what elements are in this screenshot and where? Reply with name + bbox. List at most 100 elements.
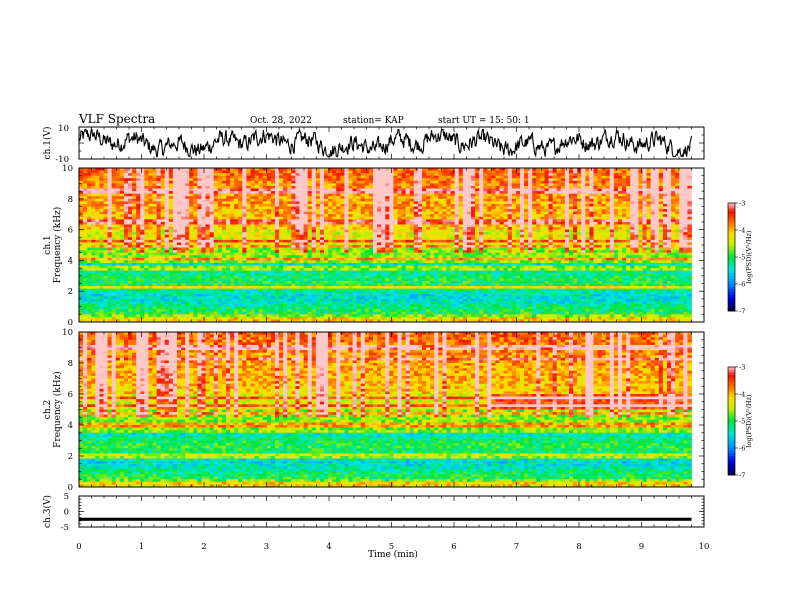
spectrogram-cell	[254, 306, 260, 310]
spectrogram-cell	[279, 191, 284, 195]
spectrogram-cell	[103, 275, 108, 279]
spectrogram-cell	[328, 203, 333, 207]
spectrogram-cell	[193, 280, 198, 284]
spectrogram-cell	[303, 306, 309, 310]
spectrogram-cell	[177, 221, 182, 225]
spectrogram-cell	[368, 242, 374, 246]
spectrogram-cell	[287, 237, 292, 241]
spectrogram-cell	[381, 209, 386, 213]
spectrogram-cell	[340, 250, 345, 254]
spectrogram-cell	[140, 209, 145, 213]
spectrogram-cell	[250, 191, 255, 195]
spectrogram-cell	[209, 196, 215, 200]
spectrogram-cell	[103, 183, 108, 187]
spectrogram-cell	[221, 247, 227, 251]
spectrogram-cell	[405, 221, 411, 225]
spectrogram-cell	[83, 237, 88, 241]
spectrogram-cell	[377, 273, 382, 277]
spectrogram-cell	[103, 288, 108, 292]
spectrogram-cell	[360, 227, 366, 230]
spectrogram-cell	[356, 227, 362, 230]
spectrogram-cell	[217, 304, 223, 307]
spectrogram-cell	[128, 183, 133, 187]
spectrogram-cell	[185, 221, 190, 225]
spectrogram-cell	[234, 201, 239, 205]
spectrogram-cell	[242, 214, 247, 218]
spectrogram-cell	[397, 232, 402, 236]
spectrogram-cell	[107, 170, 113, 174]
spectrogram-cell	[132, 245, 137, 248]
spectrogram-cell	[340, 319, 345, 323]
spectrogram-cell	[299, 319, 304, 323]
spectrogram-cell	[377, 239, 382, 243]
spectrogram-cell	[270, 203, 276, 207]
spectrogram-cell	[156, 288, 162, 292]
spectrogram-cell	[152, 191, 157, 195]
spectrogram-cell	[123, 260, 129, 264]
spectrogram-cell	[234, 173, 239, 177]
spectrogram-cell	[95, 183, 100, 187]
spectrogram-cell	[95, 216, 100, 220]
spectrogram-cell	[115, 216, 121, 220]
spectrogram-cell	[401, 183, 407, 187]
spectrogram-cell	[275, 232, 280, 236]
spectrogram-cell	[389, 234, 394, 238]
spectrogram-cell	[213, 265, 219, 269]
spectrogram-cell	[307, 275, 313, 279]
spectrogram-cell	[79, 301, 84, 305]
spectrogram-cell	[79, 211, 84, 215]
spectrogram-cell	[111, 316, 117, 320]
spectrogram-cell	[205, 247, 211, 251]
spectrogram-cell	[103, 247, 108, 251]
spectrogram-cell	[83, 273, 88, 277]
spectrogram-cell	[352, 193, 358, 197]
spectrogram-cell	[332, 198, 337, 202]
spectrogram-cell	[352, 268, 358, 272]
spectrogram-cell	[136, 298, 141, 302]
spectrogram-cell	[234, 234, 239, 238]
spectrogram-cell	[103, 252, 108, 256]
spectrogram-cell	[152, 219, 157, 223]
spectrogram-cell	[83, 309, 88, 313]
spectrogram-cell	[385, 245, 390, 248]
spectrogram-cell	[303, 265, 309, 269]
spectrogram-cell	[87, 211, 92, 215]
spectrogram-cell	[230, 309, 235, 313]
spectrogram-cell	[315, 293, 321, 297]
spectrogram-cell	[234, 232, 239, 236]
spectrogram-cell	[144, 193, 149, 197]
spectrogram-cell	[128, 280, 133, 284]
spectrogram-cell	[132, 250, 137, 254]
spectrogram-cell	[307, 245, 313, 248]
spectrogram-cell	[266, 211, 272, 215]
spectrogram-cell	[181, 288, 186, 292]
spectrogram-cell	[266, 224, 272, 228]
spectrogram-cell	[201, 304, 206, 307]
spectrogram-cell	[348, 219, 353, 223]
spectrogram-cell	[336, 242, 341, 246]
spectrogram-cell	[177, 278, 182, 282]
spectrogram-cell	[132, 229, 137, 233]
spectrogram-cell	[275, 319, 280, 323]
spectrogram-cell	[185, 203, 190, 207]
spectrogram-cell	[111, 304, 117, 307]
spectrogram-cell	[250, 211, 255, 215]
spectrogram-cell	[87, 262, 92, 266]
spectrogram-cell	[164, 283, 170, 287]
spectrogram-cell	[356, 262, 362, 266]
spectrogram-cell	[79, 288, 84, 292]
spectrogram-cell	[311, 257, 317, 261]
spectrogram-cell	[332, 203, 337, 207]
spectrogram-cell	[95, 319, 100, 323]
spectrogram-cell	[319, 280, 325, 284]
spectrogram-cell	[311, 232, 317, 236]
spectrogram-cell	[148, 273, 153, 277]
spectrogram-cell	[401, 257, 407, 261]
spectrogram-cell	[193, 191, 198, 195]
spectrogram-cell	[307, 221, 313, 225]
spectrogram-cell	[344, 221, 349, 225]
spectrogram-cell	[401, 237, 407, 241]
spectrogram-cell	[405, 283, 411, 287]
spectrogram-cell	[311, 219, 317, 223]
spectrogram-cell	[254, 262, 260, 266]
